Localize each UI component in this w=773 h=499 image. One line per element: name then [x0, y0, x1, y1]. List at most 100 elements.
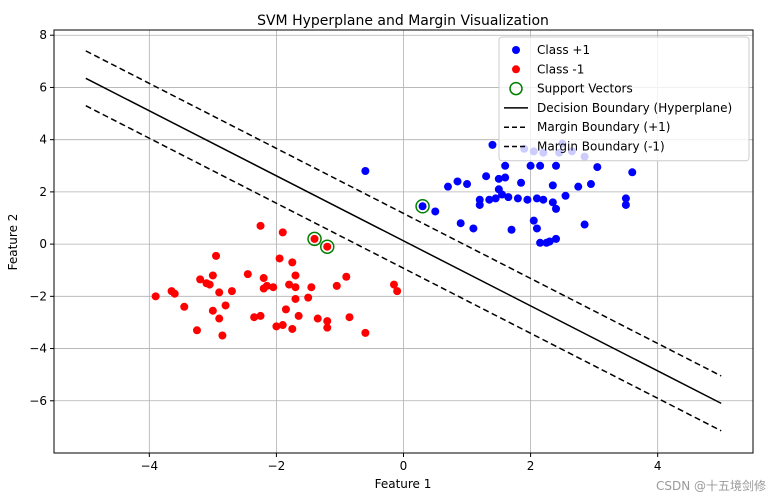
- class-minus-1-point: [170, 289, 179, 298]
- class-plus-1-point: [621, 194, 630, 203]
- class-minus-1-point: [205, 280, 214, 289]
- class-plus-1-point: [497, 190, 506, 199]
- class-plus-1-point: [443, 182, 452, 191]
- y-tick-label: −6: [29, 394, 47, 408]
- class-minus-1-point: [323, 317, 332, 326]
- x-tick-label: 0: [400, 459, 408, 473]
- data-points: [151, 139, 637, 340]
- x-tick-label: 2: [527, 459, 535, 473]
- class-minus-1-point: [342, 272, 351, 281]
- class-minus-1-point: [345, 313, 354, 322]
- class-plus-1-point: [586, 180, 595, 189]
- class-minus-1-point: [389, 280, 398, 289]
- legend-label: Decision Boundary (Hyperplane): [537, 101, 732, 115]
- class-plus-1-point: [523, 195, 532, 204]
- class-minus-1-point: [208, 271, 217, 280]
- class-minus-1-point: [393, 287, 402, 296]
- class-minus-1-point: [269, 283, 278, 292]
- watermark: CSDN @十五境剑修: [656, 478, 766, 493]
- class-plus-1-point: [552, 161, 561, 170]
- class-minus-1-point: [288, 258, 297, 267]
- class-plus-1-point: [475, 195, 484, 204]
- class-plus-1-point: [482, 172, 491, 181]
- class-plus-1-point: [501, 173, 510, 182]
- class-plus-1-point: [463, 180, 472, 189]
- plot-frame: [53, 29, 754, 454]
- class-plus-1-point: [548, 181, 557, 190]
- class-plus-1-point: [456, 219, 465, 228]
- class-minus-1-point: [323, 323, 332, 332]
- class-plus-1-point: [431, 207, 440, 216]
- class-plus-1-point: [539, 195, 548, 204]
- class-minus-1-point: [332, 281, 341, 290]
- class-minus-1-point: [256, 311, 265, 320]
- legend-label: Class -1: [537, 62, 584, 76]
- class-minus-1-point: [215, 314, 224, 323]
- y-tick-label: 8: [39, 28, 47, 42]
- class-minus-1-point: [278, 321, 287, 330]
- chart-title: SVM Hyperplane and Margin Visualization: [257, 13, 549, 29]
- class-minus-1-point: [281, 305, 290, 314]
- y-tick-label: 0: [39, 237, 47, 251]
- class-minus-1-point: [323, 242, 332, 251]
- decision-boundary-hyperplane-line: [85, 77, 722, 405]
- class-plus-1-point: [628, 168, 637, 177]
- class-minus-1-point: [192, 326, 201, 335]
- legend-label: Class +1: [537, 43, 590, 57]
- class-minus-1-point: [294, 311, 303, 320]
- class-plus-1-point: [491, 194, 500, 203]
- class-minus-1-point: [278, 228, 287, 237]
- class-plus-1-point: [507, 225, 516, 234]
- class-minus-1-point: [285, 280, 294, 289]
- class-plus-1-point: [485, 195, 494, 204]
- class-minus-1-point: [208, 306, 217, 315]
- y-tick-label: −4: [29, 342, 47, 356]
- class-minus-1-point: [288, 324, 297, 333]
- class-minus-1-point: [313, 314, 322, 323]
- class-minus-1-point: [275, 254, 284, 263]
- class-plus-1-point: [513, 194, 522, 203]
- class-plus-1-point: [469, 224, 478, 233]
- class-minus-1-point: [291, 283, 300, 292]
- class-minus-1-point: [291, 271, 300, 280]
- x-tick-label: 4: [654, 459, 662, 473]
- class-minus-1-point: [227, 287, 236, 296]
- class-plus-1-point: [529, 216, 538, 225]
- class-plus-1-point: [561, 191, 570, 200]
- class-plus-1-point: [545, 237, 554, 246]
- class-minus-1-point: [307, 283, 316, 292]
- x-tick-label: −2: [268, 459, 286, 473]
- legend-box: [498, 36, 750, 162]
- class-plus-1-point: [593, 163, 602, 172]
- class-minus-1-point: [215, 288, 224, 297]
- class-plus-1-point: [548, 198, 557, 207]
- class-plus-1-point: [574, 182, 583, 191]
- legend-label: Margin Boundary (+1): [537, 120, 670, 134]
- y-tick-label: 4: [39, 133, 47, 147]
- class-minus-1-point: [291, 294, 300, 303]
- class-plus-1-point: [501, 161, 510, 170]
- legend-dot-marker: [512, 46, 520, 54]
- class-plus-1-point: [517, 178, 526, 187]
- class-plus-1-point: [580, 220, 589, 229]
- class-plus-1-point: [536, 238, 545, 247]
- margin-boundary-1-line: [85, 50, 722, 377]
- class-minus-1-point: [250, 313, 259, 322]
- legend: Class +1 Class -1 Support Vectors Decision …: [498, 36, 750, 162]
- class-plus-1-point: [453, 177, 462, 186]
- legend-ring-marker: [509, 81, 523, 96]
- class-minus-1-point: [218, 331, 227, 340]
- class-plus-1-point: [552, 204, 561, 213]
- boundary-lines: [85, 50, 722, 432]
- class-plus-1-point: [532, 194, 541, 203]
- class-plus-1-point: [504, 193, 513, 202]
- class-plus-1-point: [532, 224, 541, 233]
- legend-dot-marker: [512, 65, 520, 74]
- class-minus-1-point: [212, 251, 221, 260]
- class-minus-1-point: [259, 274, 268, 283]
- class-minus-1-point: [196, 275, 205, 284]
- class-minus-1-point: [151, 292, 160, 301]
- class-minus-1-point: [304, 293, 313, 302]
- class-minus-1-point: [262, 281, 271, 290]
- class-plus-1-point: [526, 161, 535, 170]
